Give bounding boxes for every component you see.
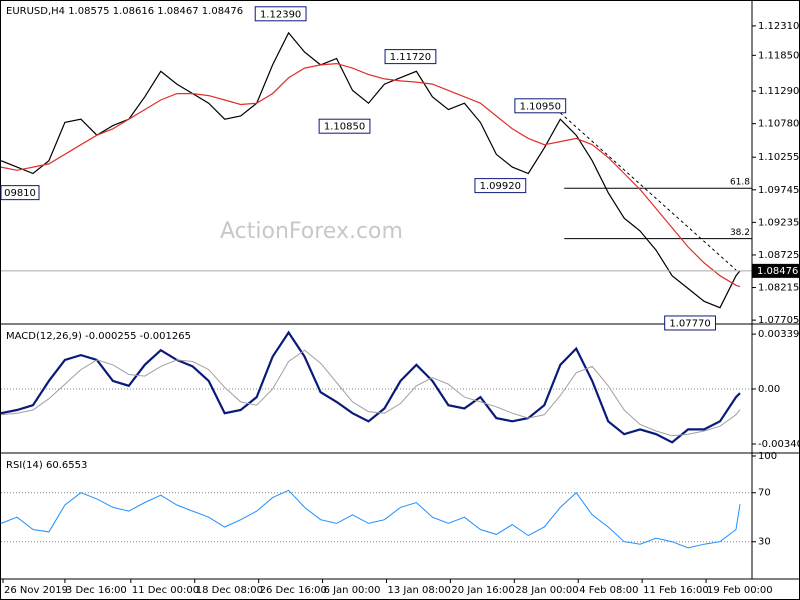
x-tick-label: 11 Feb 16:00 xyxy=(643,585,709,596)
fib-label: 38.2 xyxy=(730,228,750,238)
x-tick-label: 11 Dec 00:00 xyxy=(132,585,199,596)
y-tick-label: 1.09745 xyxy=(758,185,799,196)
price-label-box xyxy=(0,185,40,201)
x-tick-label: 4 Feb 08:00 xyxy=(579,585,638,596)
y-tick-label: 1.11290 xyxy=(758,86,799,97)
price-label-box xyxy=(384,49,437,65)
x-tick-label: 26 Dec 16:00 xyxy=(260,585,327,596)
x-tick-label: 20 Jan 16:00 xyxy=(451,585,514,596)
series-line xyxy=(0,330,741,444)
price-label-box xyxy=(664,315,716,331)
price-label: 1.10950 xyxy=(520,101,561,112)
y-tick-label: 1.08725 xyxy=(758,250,799,261)
panel-title: EURUSD,H4 1.08575 1.08616 1.08467 1.0847… xyxy=(6,6,243,17)
y-tick-label: 1.07705 xyxy=(758,315,799,326)
y-tick-label: 100 xyxy=(758,451,777,462)
y-tick-label: 1.10255 xyxy=(758,152,799,163)
price-label-box xyxy=(318,118,371,134)
y-tick-label: 1.09235 xyxy=(758,217,799,228)
price-label: 1.09920 xyxy=(480,181,521,192)
x-tick-label: 13 Jan 08:00 xyxy=(387,585,450,596)
last-price-box xyxy=(752,263,799,278)
price-label-box xyxy=(254,6,307,22)
watermark: ActionForex.com xyxy=(220,219,403,244)
y-tick-label: 70 xyxy=(758,488,771,499)
price-label: 09810 xyxy=(4,188,36,199)
y-tick-label: 1.11850 xyxy=(758,50,799,61)
x-tick-label: 26 Nov 2019 xyxy=(4,585,68,596)
price-label: 1.11720 xyxy=(390,52,431,63)
x-tick-label: 6 Jan 00:00 xyxy=(324,585,381,596)
x-tick-label: 3 Dec 16:00 xyxy=(66,585,127,596)
y-tick-label: 30 xyxy=(758,537,771,548)
y-tick-label: 1.12310 xyxy=(758,21,799,32)
y-tick-label: 0.003396 xyxy=(758,329,800,340)
y-tick-label: 1.08215 xyxy=(758,283,799,294)
x-tick-label: 18 Dec 08:00 xyxy=(196,585,263,596)
panel-title: RSI(14) 60.6553 xyxy=(6,460,87,471)
series-line xyxy=(0,489,741,549)
series-line xyxy=(0,349,741,437)
x-tick-label: 28 Jan 00:00 xyxy=(515,585,578,596)
price-label-box xyxy=(474,178,527,194)
y-tick-label: -0.003404 xyxy=(758,439,800,450)
series-line xyxy=(0,62,741,288)
price-label-box xyxy=(514,98,567,114)
y-tick-label: 0.00 xyxy=(758,384,780,395)
price-label: 1.07770 xyxy=(669,318,710,329)
y-tick-label: 1.10780 xyxy=(758,119,799,130)
price-label: 1.10850 xyxy=(324,122,365,133)
x-tick-label: 19 Feb 00:00 xyxy=(707,585,773,596)
panel-title: MACD(12,26,9) -0.000255 -0.001265 xyxy=(6,331,191,342)
fib-label: 61.8 xyxy=(730,178,750,188)
price-label: 1.12390 xyxy=(260,9,301,20)
last-price-label: 1.08476 xyxy=(757,266,798,277)
